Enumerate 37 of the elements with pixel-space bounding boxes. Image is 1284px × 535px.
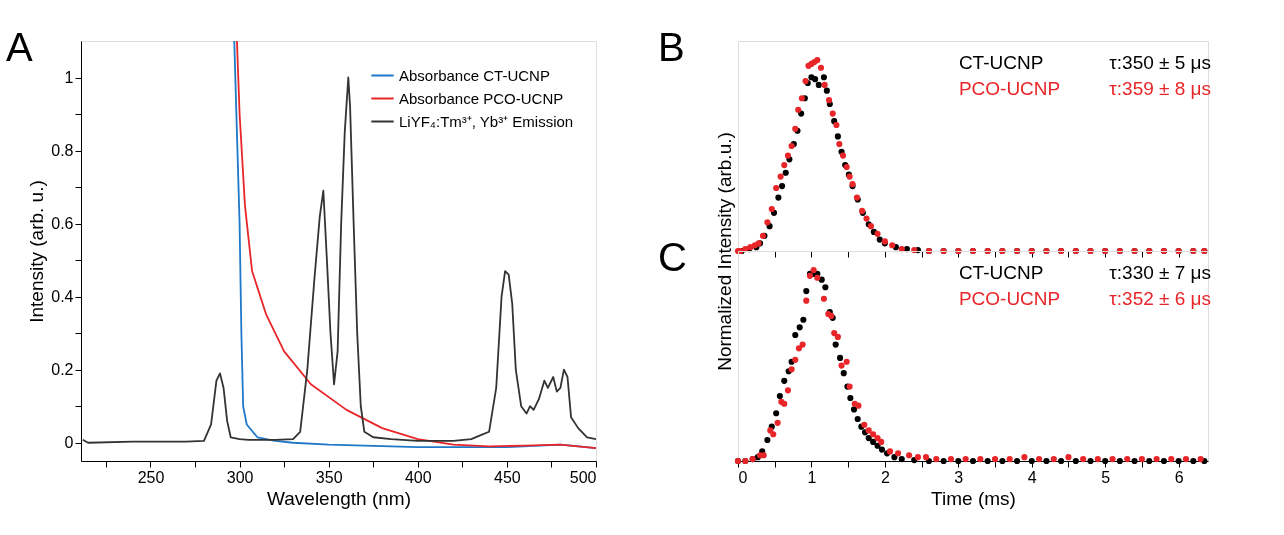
x-tick-label: 2 — [880, 468, 890, 486]
chart-title: A — [6, 25, 33, 69]
y-tick-label: 0.4 — [51, 288, 74, 306]
x-tick-label: 450 — [494, 468, 521, 486]
y-axis-title: Intensity (arb. u.) — [26, 180, 48, 323]
y-tick-label: 0.8 — [51, 142, 74, 160]
text: CT-UCNP — [958, 52, 1044, 73]
x-tick-label: 350 — [315, 468, 343, 486]
annotation: τ:350 ± 5 μs — [1109, 52, 1212, 73]
x-tick-label: 5 — [1101, 468, 1111, 486]
legend-label: Absorbance PCO-UCNP — [399, 89, 564, 107]
annotation: τ:330 ± 7 μs — [1109, 262, 1212, 283]
x-axis-title: Time (ms) — [931, 487, 1016, 509]
x-axis-title: Wavelength (nm) — [267, 487, 411, 509]
x-tick-label: 0 — [738, 468, 748, 486]
chart-title: C — [658, 235, 687, 279]
text: PCO-UCNP — [958, 78, 1061, 99]
legend-label: LiYF₄:Tm³⁺, Yb³⁺ Emission — [399, 112, 574, 130]
text: PCO-UCNP — [958, 288, 1061, 309]
text: CT-UCNP — [958, 262, 1044, 283]
x-tick-label: 3 — [954, 468, 964, 486]
annotation: τ:352 ± 6 μs — [1109, 288, 1212, 309]
y-tick-label: 0 — [64, 434, 74, 452]
y-axis-title: Normalized Intensity (arb.u.) — [713, 132, 735, 371]
x-tick-label: 250 — [137, 468, 165, 486]
x-tick-label: 500 — [569, 468, 597, 486]
x-tick-label: 300 — [226, 468, 254, 486]
y-tick-label: 0.2 — [51, 361, 74, 379]
x-tick-label: 1 — [807, 468, 817, 486]
x-tick-label: 6 — [1174, 468, 1184, 486]
y-tick-label: 1 — [64, 69, 74, 87]
x-tick-label: 4 — [1027, 468, 1037, 486]
chart-title: B — [658, 25, 685, 69]
annotation: τ:359 ± 8 μs — [1109, 78, 1212, 99]
x-tick-label: 400 — [404, 468, 432, 486]
y-tick-label: 0.6 — [51, 215, 74, 233]
legend-label: Absorbance CT-UCNP — [399, 66, 550, 84]
